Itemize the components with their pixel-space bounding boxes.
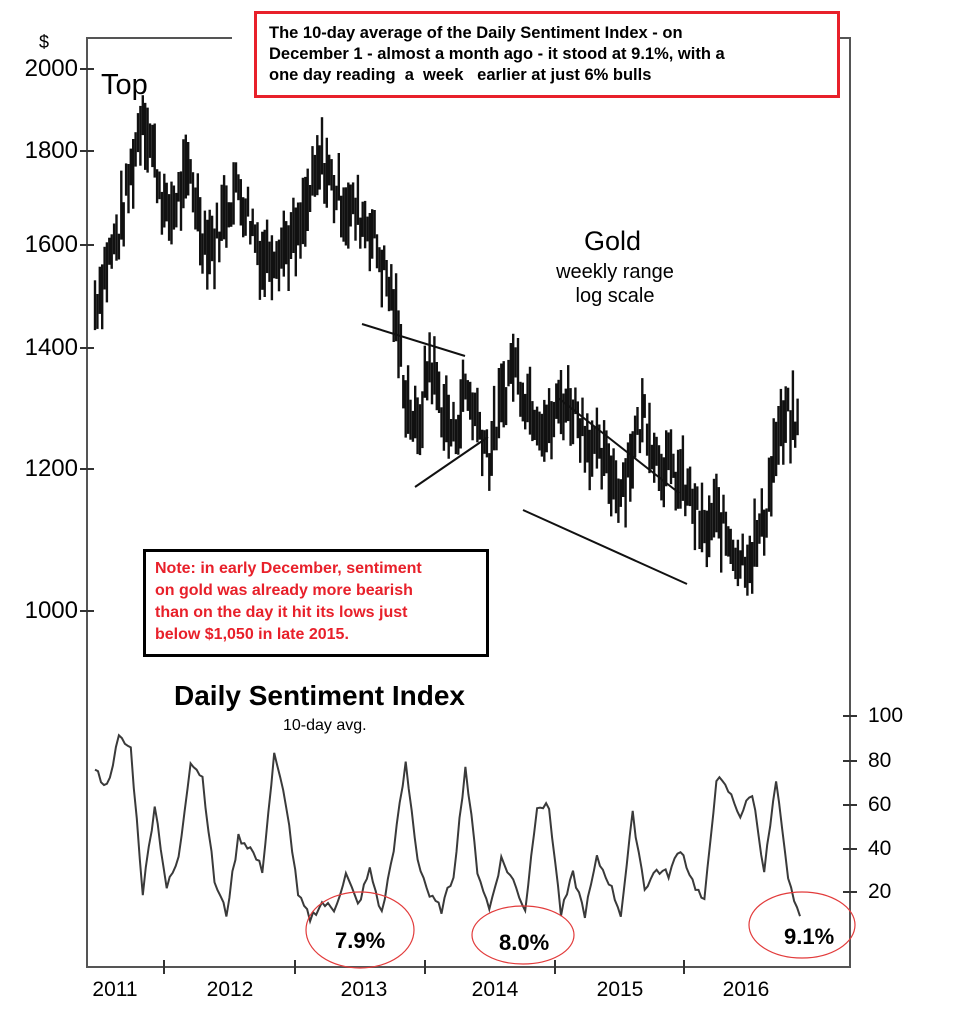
gold-subtitle: weekly range log scale: [544, 260, 686, 308]
note-line: on gold was already more bearish: [155, 582, 413, 599]
top-label: Top: [101, 69, 148, 101]
header-callout: The 10-day average of the Daily Sentimen…: [254, 11, 840, 98]
ellipse-2016: [748, 891, 856, 959]
dsi-y-tick-40: 40: [868, 837, 892, 860]
dsi-y-tick-60: 60: [868, 793, 892, 816]
annotation-8-0: 8.0%: [499, 930, 550, 955]
gold-y-tick-1200: 1200: [24, 455, 78, 482]
x-label-2015: 2015: [596, 978, 644, 1001]
chart-frame: [86, 37, 851, 968]
x-year-ticks: [163, 960, 685, 974]
dsi-title: Daily Sentiment Index: [174, 680, 465, 711]
callout-line: December 1 - almost a month ago - it sto…: [269, 45, 725, 63]
gold-y-tick-1600: 1600: [24, 231, 78, 258]
gold-subtitle-line: log scale: [575, 285, 655, 307]
dsi-y-tick-20: 20: [868, 880, 892, 903]
gold-subtitle-line: weekly range: [556, 261, 674, 283]
note-line: than on the day it hit its lows just: [155, 604, 408, 621]
callout-line: one day reading a week earlier at just 6…: [269, 66, 652, 84]
ellipse-2013: [305, 891, 415, 969]
gold-y-ticks: [80, 68, 94, 612]
dsi-subtitle: 10-day avg.: [283, 717, 367, 734]
annotation-9-1: 9.1%: [784, 924, 835, 949]
gold-y-tick-1000: 1000: [24, 597, 78, 624]
dsi-line: [94, 733, 801, 925]
gold-price-bars: [93, 95, 799, 596]
x-label-2011: 2011: [92, 978, 138, 1001]
dsi-y-tick-80: 80: [868, 749, 892, 772]
note-callout: Note: in early December, sentiment on go…: [143, 549, 489, 657]
x-label-2012: 2012: [206, 978, 254, 1001]
low-highlight-ellipses: [305, 891, 856, 969]
annotation-7-9: 7.9%: [335, 928, 386, 953]
gold-title: Gold: [584, 226, 642, 256]
x-label-2014: 2014: [471, 978, 519, 1001]
note-line: Note: in early December, sentiment: [155, 560, 422, 577]
x-label-2013: 2013: [340, 978, 388, 1001]
x-label-2016: 2016: [722, 978, 770, 1001]
ellipse-2014: [471, 905, 575, 965]
trendlines: [361, 323, 688, 585]
note-line: below $1,050 in late 2015.: [155, 626, 349, 643]
callout-line: The 10-day average of the Daily Sentimen…: [269, 24, 683, 42]
gold-y-tick-1800: 1800: [24, 137, 78, 164]
dsi-y-tick-100: 100: [868, 704, 904, 727]
gold-y-tick-1400: 1400: [24, 334, 78, 361]
dsi-y-ticks: [843, 715, 857, 893]
currency-label: $: [39, 32, 50, 52]
gold-y-tick-2000: 2000: [24, 55, 78, 82]
